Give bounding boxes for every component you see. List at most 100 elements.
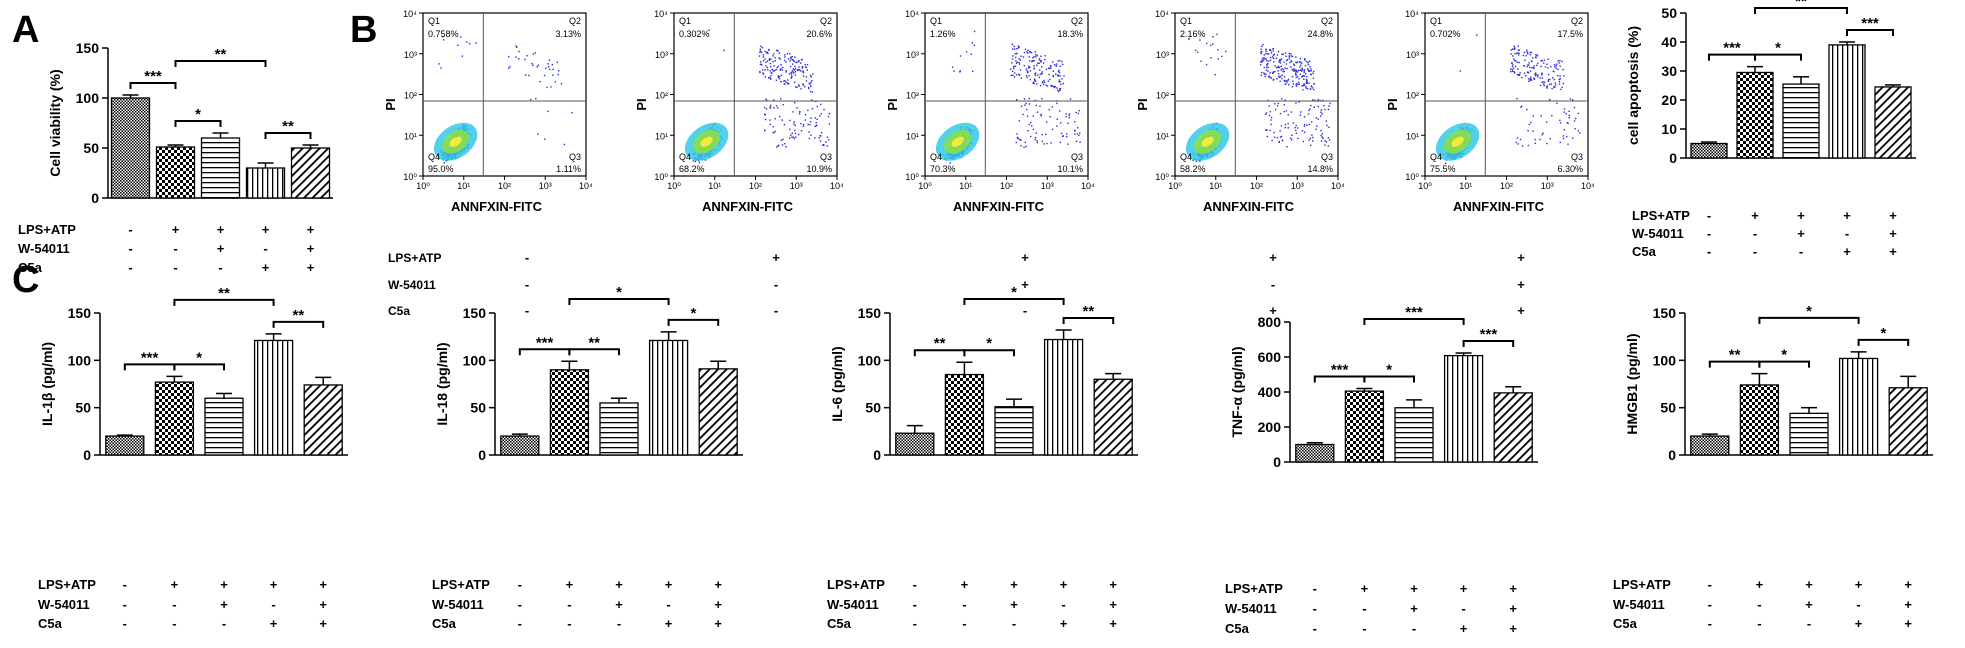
quadrant-value: 1.26% — [930, 29, 956, 39]
quadrant-label: Q1 — [428, 16, 440, 26]
y-axis-label: IL-1β (pg/ml) — [39, 342, 55, 426]
treatment-sign: - — [962, 597, 966, 612]
treatment-sign: + — [1109, 577, 1117, 592]
bar-il18-2 — [599, 402, 639, 456]
y-tick-label: 150 — [68, 305, 92, 321]
treatment-sign: - — [1271, 277, 1275, 292]
significance-bracket: *** — [1462, 326, 1515, 347]
treatment-sign: - — [1856, 597, 1860, 612]
treatment-sign: + — [1889, 226, 1897, 241]
significance-label: *** — [1405, 304, 1423, 321]
y-tick-label: 50 — [83, 140, 99, 156]
treatment-sign: + — [961, 577, 969, 592]
treatment-row-label: C5a — [388, 304, 410, 318]
y-tick-label: 10⁴ — [905, 9, 919, 19]
flow-plot-1: Q1 0.758% Q2 3.13% Q3 1.11% Q4 95.0% 10⁰ 10¹ 10² 10… — [383, 9, 593, 214]
significance-label: *** — [141, 349, 159, 366]
significance-label: * — [1880, 325, 1886, 342]
y-tick-label: 100 — [858, 352, 882, 368]
treatment-sign: - — [525, 250, 529, 265]
significance-bracket: ** — [173, 285, 275, 306]
bar-tnfa-1 — [1344, 390, 1385, 463]
significance-bracket: * — [963, 284, 1065, 305]
y-tick-label: 50 — [865, 400, 881, 416]
treatment-sign: - — [913, 577, 917, 592]
bar-apoptosis-2 — [1782, 83, 1820, 159]
quadrant-value: 6.30% — [1557, 164, 1583, 174]
treatment-sign: - — [173, 241, 177, 256]
treatment-sign: - — [123, 616, 127, 631]
y-axis-label: HMGB1 (pg/ml) — [1624, 333, 1640, 434]
treatment-sign: - — [913, 616, 917, 631]
y-tick-label: 50 — [75, 400, 91, 416]
y-tick-label: 0 — [1273, 454, 1281, 470]
treatment-row-label: LPS+ATP — [38, 577, 96, 592]
flow-plot-3: Q1 1.26% Q2 18.3% Q3 10.1% Q4 70.3% 10⁰ 10¹ 10² 10³… — [885, 9, 1095, 214]
quadrant-value: 70.3% — [930, 164, 956, 174]
treatment-sign: + — [307, 260, 315, 275]
flow-x-axis-label: ANNFXIN-FITC — [451, 199, 543, 214]
treatment-sign: + — [1021, 250, 1029, 265]
treatment-sign: - — [1708, 616, 1712, 631]
treatment-sign: - — [1313, 621, 1317, 636]
y-tick-label: 100 — [76, 90, 100, 106]
treatment-sign: + — [262, 222, 270, 237]
significance-label: * — [1011, 284, 1017, 301]
y-tick-label: 10⁰ — [1155, 172, 1169, 182]
bar-hmgb1-2 — [1789, 412, 1829, 456]
treatment-sign: + — [1010, 597, 1018, 612]
significance-bracket: *** — [1846, 15, 1894, 36]
significance-bracket: * — [1754, 40, 1802, 61]
treatment-sign: + — [307, 222, 315, 237]
significance-label: * — [690, 305, 696, 322]
significance-label: *** — [1480, 326, 1498, 343]
treatment-row-label: W-54011 — [1613, 597, 1665, 612]
y-tick-label: 10² — [404, 91, 417, 101]
y-axis-label: cell apoptosis (%) — [1625, 26, 1641, 145]
quadrant-label: Q4 — [428, 152, 440, 162]
significance-label: ** — [1795, 0, 1807, 10]
treatment-sign: + — [1797, 208, 1805, 223]
treatment-sign: - — [1412, 621, 1416, 636]
treatment-sign: + — [615, 597, 623, 612]
y-tick-label: 30 — [1661, 63, 1677, 79]
x-tick-label: 10³ — [1291, 181, 1304, 191]
treatment-row-label: LPS+ATP — [827, 577, 885, 592]
treatment-sign: + — [262, 260, 270, 275]
bar-il6-3 — [1043, 338, 1084, 456]
treatment-sign: - — [128, 260, 132, 275]
treatment-sign: - — [666, 597, 670, 612]
y-tick-label: 50 — [470, 400, 486, 416]
y-tick-label: 200 — [1258, 419, 1282, 435]
significance-bracket: * — [1758, 347, 1810, 368]
treatment-sign: + — [714, 597, 722, 612]
treatment-sign: + — [319, 597, 327, 612]
y-tick-label: 10⁴ — [1155, 9, 1169, 19]
x-tick-label: 10⁴ — [1331, 181, 1345, 191]
treatment-sign: + — [1109, 597, 1117, 612]
treatment-sign: - — [567, 597, 571, 612]
flow-plot-4: Q1 2.16% Q2 24.8% Q3 14.8% Q4 58.2% 10⁰ 10¹ 10² 10³… — [1135, 9, 1345, 214]
flow-y-axis-label: PI — [885, 98, 900, 110]
x-tick-label: 10³ — [539, 181, 552, 191]
treatment-sign: - — [123, 577, 127, 592]
treatment-sign: - — [518, 577, 522, 592]
treatment-row-label: LPS+ATP — [1632, 208, 1690, 223]
significance-label: ** — [215, 46, 227, 63]
y-axis-label: IL-18 (pg/ml) — [434, 342, 450, 425]
treatment-sign: + — [1855, 616, 1863, 631]
y-tick-label: 0 — [873, 447, 881, 463]
quadrant-value: 0.302% — [679, 29, 710, 39]
quadrant-value: 10.9% — [806, 164, 832, 174]
significance-bracket: * — [1857, 325, 1910, 346]
x-tick-label: 10² — [1250, 181, 1263, 191]
y-tick-label: 10⁰ — [654, 172, 668, 182]
quadrant-value: 95.0% — [428, 164, 454, 174]
significance-label: ** — [1729, 347, 1741, 364]
y-tick-label: 10³ — [1406, 50, 1419, 60]
bar-tnfa-0 — [1295, 443, 1335, 463]
treatment-sign: - — [1362, 601, 1366, 616]
x-tick-label: 10⁰ — [918, 181, 932, 191]
y-tick-label: 10² — [1406, 91, 1419, 101]
